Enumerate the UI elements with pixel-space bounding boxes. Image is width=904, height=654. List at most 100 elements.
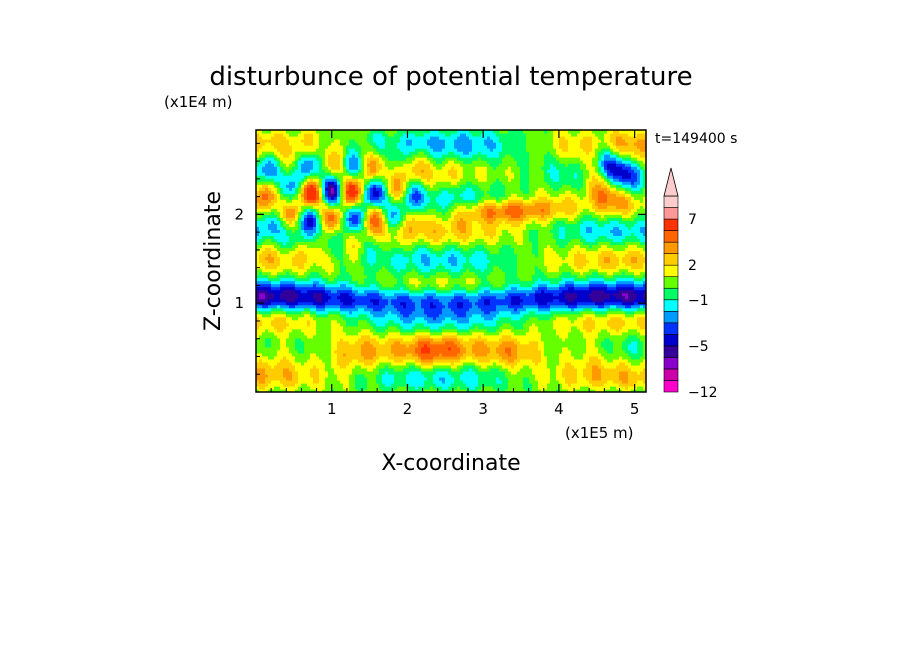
heatmap-cell xyxy=(385,184,389,188)
heatmap-cell xyxy=(400,265,404,270)
heatmap-cell xyxy=(421,157,425,161)
heatmap-cell xyxy=(274,280,278,285)
heatmap-cell xyxy=(349,358,353,363)
heatmap-cell xyxy=(265,304,269,309)
heatmap-cell xyxy=(316,211,320,215)
heatmap-cell xyxy=(403,148,407,152)
heatmap-cell xyxy=(367,139,371,143)
heatmap-cell xyxy=(298,382,302,387)
heatmap-cell xyxy=(310,361,314,366)
heatmap-cell xyxy=(262,283,266,288)
heatmap-cell xyxy=(283,355,287,360)
heatmap-cell xyxy=(265,298,269,303)
heatmap-cell xyxy=(277,220,281,224)
heatmap-cell xyxy=(355,211,359,215)
heatmap-cell xyxy=(277,178,281,182)
heatmap-cell xyxy=(367,259,371,264)
heatmap-cell xyxy=(322,262,326,267)
heatmap-cell xyxy=(328,325,332,330)
heatmap-cell xyxy=(391,133,395,137)
heatmap-cell xyxy=(391,271,395,276)
heatmap-cell xyxy=(325,217,329,221)
heatmap-cell xyxy=(307,229,311,233)
heatmap-cell xyxy=(280,319,284,324)
heatmap-cell xyxy=(274,211,278,215)
heatmap-cell xyxy=(256,298,260,303)
heatmap-cell xyxy=(427,310,431,315)
heatmap-cell xyxy=(397,379,401,384)
heatmap-cell xyxy=(334,151,338,155)
heatmap-cell xyxy=(259,331,263,336)
heatmap-cell xyxy=(370,298,374,303)
heatmap-cell xyxy=(316,349,320,354)
heatmap-cell xyxy=(265,379,269,384)
heatmap-cell xyxy=(277,376,281,381)
heatmap-cell xyxy=(328,388,332,392)
heatmap-cell xyxy=(259,310,263,315)
heatmap-cell xyxy=(355,142,359,146)
heatmap-cell xyxy=(334,181,338,185)
heatmap-cell xyxy=(385,202,389,206)
heatmap-cell xyxy=(265,148,269,152)
heatmap-cell xyxy=(385,313,389,318)
heatmap-cell xyxy=(421,292,425,297)
heatmap-cell xyxy=(364,202,368,206)
heatmap-cell xyxy=(265,238,269,243)
heatmap-cell xyxy=(400,205,404,209)
heatmap-cell xyxy=(415,175,419,179)
heatmap-cell xyxy=(355,226,359,230)
heatmap-cell xyxy=(295,244,299,249)
heatmap-cell xyxy=(259,370,263,375)
heatmap-cell xyxy=(268,343,272,348)
heatmap-cell xyxy=(424,154,428,158)
heatmap-cell xyxy=(304,157,308,161)
heatmap-cell xyxy=(316,274,320,279)
heatmap-cell xyxy=(286,184,290,188)
heatmap-cell xyxy=(316,262,320,267)
heatmap-cell xyxy=(292,328,296,333)
heatmap-cell xyxy=(304,232,308,237)
heatmap-cell xyxy=(310,151,314,155)
heatmap-cell xyxy=(319,352,323,357)
heatmap-cell xyxy=(400,250,404,255)
heatmap-cell xyxy=(370,226,374,230)
heatmap-cell xyxy=(307,223,311,227)
heatmap-cell xyxy=(334,298,338,303)
heatmap-cell xyxy=(385,217,389,221)
heatmap-cell xyxy=(409,373,413,378)
heatmap-cell xyxy=(268,370,272,375)
heatmap-cell xyxy=(388,220,392,224)
heatmap-cell xyxy=(310,295,314,300)
heatmap-cell xyxy=(259,343,263,348)
heatmap-cell xyxy=(370,322,374,327)
heatmap-cell xyxy=(358,229,362,233)
heatmap-cell xyxy=(319,289,323,294)
heatmap-cell xyxy=(265,220,269,224)
heatmap-cell xyxy=(385,199,389,203)
heatmap-cell xyxy=(340,247,344,252)
heatmap-cell xyxy=(427,373,431,378)
heatmap-cell xyxy=(331,349,335,354)
heatmap-cell xyxy=(346,244,350,249)
heatmap-cell xyxy=(349,163,353,167)
heatmap-cell xyxy=(301,208,305,212)
heatmap-cell xyxy=(403,313,407,318)
heatmap-cell xyxy=(424,373,428,378)
heatmap-cell xyxy=(271,205,275,209)
heatmap-cell xyxy=(352,139,356,143)
heatmap-cell xyxy=(388,361,392,366)
heatmap-cell xyxy=(262,247,266,252)
heatmap-cell xyxy=(379,289,383,294)
heatmap-cell xyxy=(343,133,347,137)
heatmap-cell xyxy=(283,139,287,143)
heatmap-cell xyxy=(271,340,275,345)
heatmap-cell xyxy=(385,301,389,306)
heatmap-cell xyxy=(304,238,308,243)
heatmap-cell xyxy=(406,364,410,369)
heatmap-cell xyxy=(298,193,302,197)
heatmap-cell xyxy=(358,250,362,255)
heatmap-cell xyxy=(367,175,371,179)
heatmap-cell xyxy=(355,238,359,243)
heatmap-cell xyxy=(376,319,380,324)
heatmap-cell xyxy=(370,256,374,261)
